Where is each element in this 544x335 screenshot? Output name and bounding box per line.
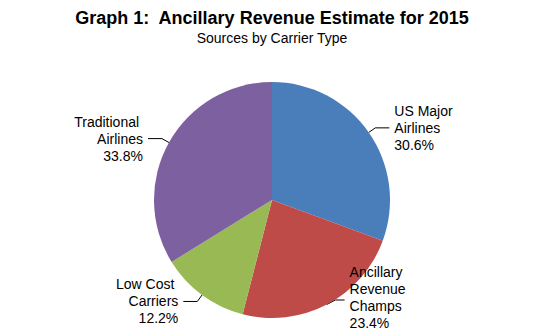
svg-text:12.2%: 12.2% (139, 310, 179, 326)
svg-text:Revenue: Revenue (350, 281, 410, 297)
svg-text:33.8%: 33.8% (103, 148, 143, 164)
svg-text:Champs: Champs (350, 298, 402, 314)
svg-text:Carriers: Carriers (129, 293, 179, 309)
svg-text:23.4%: 23.4% (350, 315, 390, 331)
svg-text:Low Cost: Low Cost (116, 276, 178, 292)
svg-text:US Major: US Major (394, 103, 456, 119)
svg-text:Airlines: Airlines (394, 120, 440, 136)
svg-text:Sources by Carrier Type: Sources by Carrier Type (197, 30, 348, 46)
svg-text:Traditional: Traditional (74, 114, 143, 130)
svg-text:Graph 1: Ancillary Revenue Es: Graph 1: Ancillary Revenue Estimate for … (75, 8, 469, 28)
svg-text:Ancillary: Ancillary (350, 264, 407, 280)
svg-text:Airlines: Airlines (97, 131, 143, 147)
svg-text:30.6%: 30.6% (394, 137, 434, 153)
